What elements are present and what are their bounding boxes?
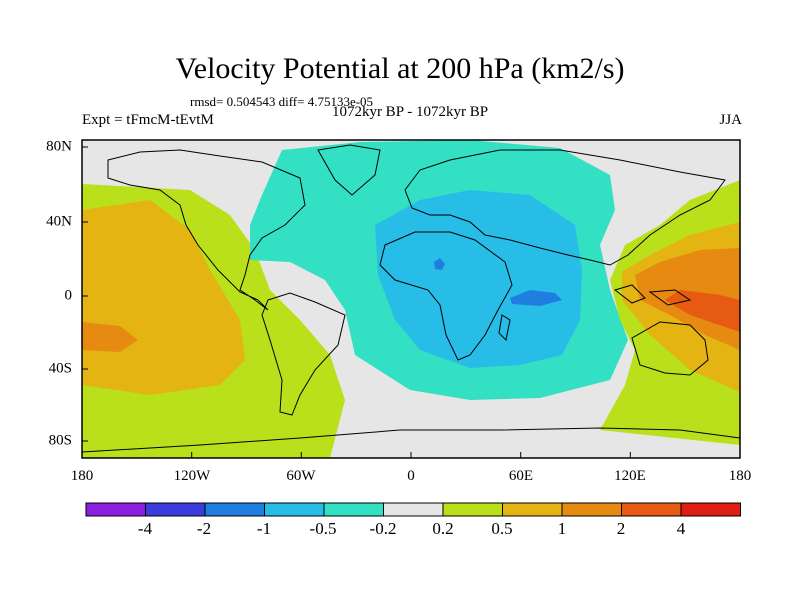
coast-greenland bbox=[317, 144, 381, 196]
lon-label: 60E bbox=[508, 468, 534, 484]
chart-title: Velocity Potential at 200 hPa (km2/s) bbox=[175, 52, 625, 85]
lat-label: 0 bbox=[64, 287, 73, 304]
lon-label: 0 bbox=[407, 468, 415, 484]
lon-ticks bbox=[81, 452, 741, 458]
colorbar-swatch bbox=[323, 502, 384, 517]
lon-label: 120E bbox=[614, 468, 646, 484]
lon-label: 180 bbox=[728, 468, 752, 484]
lat-ticks bbox=[82, 146, 88, 442]
colorbar-swatch bbox=[561, 502, 622, 517]
colorbar-swatch bbox=[145, 502, 206, 517]
coast-madagascar bbox=[498, 314, 511, 342]
coastlines bbox=[82, 144, 740, 453]
colorbar bbox=[85, 502, 741, 517]
lon-label: 120W bbox=[173, 468, 211, 484]
colorbar-swatch bbox=[502, 502, 563, 517]
colorbar-swatch bbox=[264, 502, 325, 517]
colorbar-swatch bbox=[383, 502, 444, 517]
colorbar-label: -0.5 bbox=[309, 519, 337, 538]
colorbar-label: -0.2 bbox=[369, 519, 397, 538]
colorbar-label: 0.2 bbox=[432, 519, 454, 538]
colorbar-label: 2 bbox=[616, 519, 626, 538]
region-neg-mid bbox=[375, 190, 582, 368]
period-label: 1072kyr BP - 1072kyr BP bbox=[331, 104, 489, 120]
colorbar-swatch bbox=[621, 502, 682, 517]
colorbar-label: -4 bbox=[137, 519, 153, 538]
lat-label: 40S bbox=[48, 360, 72, 377]
lat-label: 40N bbox=[46, 213, 72, 230]
coast-south-america bbox=[261, 292, 346, 416]
coast-antarctica bbox=[82, 427, 740, 453]
season-label: JJA bbox=[719, 112, 742, 128]
colorbar-swatch bbox=[680, 502, 741, 517]
colorbar-label: 4 bbox=[676, 519, 686, 538]
coast-eurasia bbox=[404, 149, 726, 266]
region-pos-strong-west bbox=[82, 322, 138, 352]
colorbar-label: 0.5 bbox=[491, 519, 513, 538]
lat-label: 80S bbox=[48, 432, 72, 449]
coast-africa bbox=[379, 231, 513, 361]
coast-australia bbox=[631, 321, 709, 376]
region-neg-strong-b bbox=[434, 258, 445, 270]
colorbar-label: -1 bbox=[256, 519, 272, 538]
coast-north-america bbox=[107, 149, 306, 311]
lon-label: 60W bbox=[286, 468, 316, 484]
colorbar-label: -2 bbox=[196, 519, 212, 538]
colorbar-swatch bbox=[442, 502, 503, 517]
velocity-potential-field bbox=[82, 140, 740, 458]
coast-maritime bbox=[613, 284, 692, 306]
lat-label: 80N bbox=[46, 138, 72, 155]
region-neg-strong-a bbox=[510, 290, 562, 306]
colorbar-swatch bbox=[85, 502, 146, 517]
lon-label: 180 bbox=[70, 468, 94, 484]
colorbar-label: 1 bbox=[557, 519, 567, 538]
stats-line: rmsd= 0.504543 diff= 4.75133e-05 bbox=[190, 94, 374, 109]
region-pos-max-east bbox=[665, 290, 740, 332]
colorbar-swatch bbox=[204, 502, 265, 517]
experiment-label: Expt = tFmcM-tEvtM bbox=[82, 112, 214, 128]
